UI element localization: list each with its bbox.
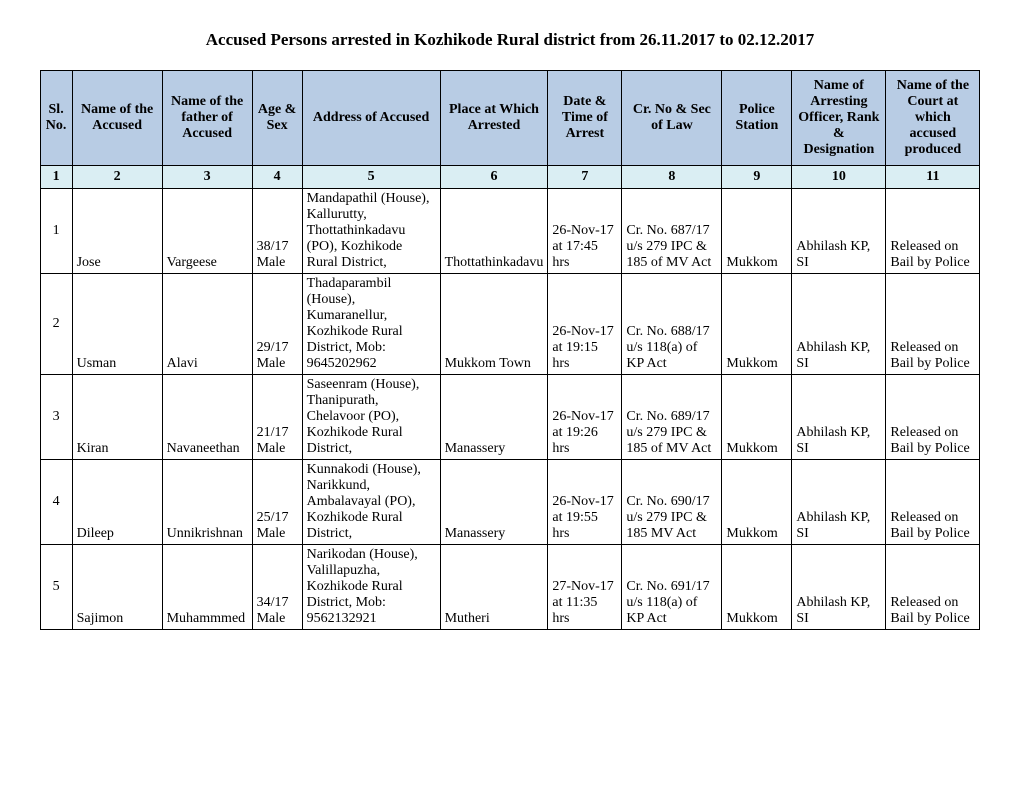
cell-officer: Abhilash KP, SI bbox=[792, 460, 886, 545]
col-num-2: 2 bbox=[72, 166, 162, 189]
cell-name: Sajimon bbox=[72, 545, 162, 630]
cell-name: Kiran bbox=[72, 375, 162, 460]
cell-address: Mandapathil (House), Kallurutty, Thottat… bbox=[302, 189, 440, 274]
cell-sl: 3 bbox=[40, 375, 72, 460]
col-header-crno: Cr. No & Sec of Law bbox=[622, 71, 722, 166]
cell-age: 38/17 Male bbox=[252, 189, 302, 274]
cell-datetime: 27-Nov-17 at 11:35 hrs bbox=[548, 545, 622, 630]
table-header-row: Sl. No. Name of the Accused Name of the … bbox=[40, 71, 980, 166]
table-body: 1JoseVargeese38/17 MaleMandapathil (Hous… bbox=[40, 189, 980, 630]
cell-age: 25/17 Male bbox=[252, 460, 302, 545]
cell-court: Released on Bail by Police bbox=[886, 274, 980, 375]
cell-datetime: 26-Nov-17 at 19:26 hrs bbox=[548, 375, 622, 460]
cell-court: Released on Bail by Police bbox=[886, 189, 980, 274]
table-number-row: 1 2 3 4 5 6 7 8 9 10 11 bbox=[40, 166, 980, 189]
cell-station: Mukkom bbox=[722, 375, 792, 460]
cell-father: Unnikrishnan bbox=[162, 460, 252, 545]
cell-station: Mukkom bbox=[722, 189, 792, 274]
col-num-4: 4 bbox=[252, 166, 302, 189]
cell-officer: Abhilash KP, SI bbox=[792, 274, 886, 375]
cell-court: Released on Bail by Police bbox=[886, 460, 980, 545]
cell-officer: Abhilash KP, SI bbox=[792, 189, 886, 274]
cell-court: Released on Bail by Police bbox=[886, 545, 980, 630]
cell-datetime: 26-Nov-17 at 19:55 hrs bbox=[548, 460, 622, 545]
cell-father: Alavi bbox=[162, 274, 252, 375]
col-num-8: 8 bbox=[622, 166, 722, 189]
cell-place: Mutheri bbox=[440, 545, 548, 630]
table-row: 5SajimonMuhammmed34/17 MaleNarikodan (Ho… bbox=[40, 545, 980, 630]
cell-crno: Cr. No. 690/17 u/s 279 IPC & 185 MV Act bbox=[622, 460, 722, 545]
col-num-10: 10 bbox=[792, 166, 886, 189]
cell-father: Muhammmed bbox=[162, 545, 252, 630]
cell-sl: 2 bbox=[40, 274, 72, 375]
cell-name: Dileep bbox=[72, 460, 162, 545]
cell-address: Thadaparambil (House), Kumaranellur, Koz… bbox=[302, 274, 440, 375]
cell-age: 21/17 Male bbox=[252, 375, 302, 460]
cell-name: Usman bbox=[72, 274, 162, 375]
cell-sl: 5 bbox=[40, 545, 72, 630]
table-row: 3KiranNavaneethan21/17 MaleSaseenram (Ho… bbox=[40, 375, 980, 460]
col-num-9: 9 bbox=[722, 166, 792, 189]
col-header-officer: Name of Arresting Officer, Rank & Design… bbox=[792, 71, 886, 166]
cell-datetime: 26-Nov-17 at 17:45 hrs bbox=[548, 189, 622, 274]
cell-father: Navaneethan bbox=[162, 375, 252, 460]
col-header-name: Name of the Accused bbox=[72, 71, 162, 166]
col-num-6: 6 bbox=[440, 166, 548, 189]
col-header-father: Name of the father of Accused bbox=[162, 71, 252, 166]
cell-crno: Cr. No. 688/17 u/s 118(a) of KP Act bbox=[622, 274, 722, 375]
col-header-slno: Sl. No. bbox=[40, 71, 72, 166]
cell-place: Mukkom Town bbox=[440, 274, 548, 375]
table-row: 4DileepUnnikrishnan25/17 MaleKunnakodi (… bbox=[40, 460, 980, 545]
cell-officer: Abhilash KP, SI bbox=[792, 375, 886, 460]
cell-sl: 1 bbox=[40, 189, 72, 274]
col-num-3: 3 bbox=[162, 166, 252, 189]
col-header-address: Address of Accused bbox=[302, 71, 440, 166]
col-header-court: Name of the Court at which accused produ… bbox=[886, 71, 980, 166]
cell-station: Mukkom bbox=[722, 545, 792, 630]
cell-address: Kunnakodi (House), Narikkund, Ambalavaya… bbox=[302, 460, 440, 545]
cell-crno: Cr. No. 689/17 u/s 279 IPC & 185 of MV A… bbox=[622, 375, 722, 460]
cell-station: Mukkom bbox=[722, 274, 792, 375]
cell-crno: Cr. No. 687/17 u/s 279 IPC & 185 of MV A… bbox=[622, 189, 722, 274]
cell-address: Narikodan (House), Valillapuzha, Kozhiko… bbox=[302, 545, 440, 630]
table-row: 1JoseVargeese38/17 MaleMandapathil (Hous… bbox=[40, 189, 980, 274]
col-header-place: Place at Which Arrested bbox=[440, 71, 548, 166]
cell-age: 34/17 Male bbox=[252, 545, 302, 630]
cell-address: Saseenram (House), Thanipurath, Chelavoo… bbox=[302, 375, 440, 460]
arrest-table: Sl. No. Name of the Accused Name of the … bbox=[40, 70, 981, 630]
col-num-11: 11 bbox=[886, 166, 980, 189]
cell-name: Jose bbox=[72, 189, 162, 274]
col-num-7: 7 bbox=[548, 166, 622, 189]
cell-sl: 4 bbox=[40, 460, 72, 545]
col-num-5: 5 bbox=[302, 166, 440, 189]
cell-place: Manassery bbox=[440, 460, 548, 545]
cell-father: Vargeese bbox=[162, 189, 252, 274]
col-header-age: Age & Sex bbox=[252, 71, 302, 166]
col-num-1: 1 bbox=[40, 166, 72, 189]
cell-place: Thottathinkadavu bbox=[440, 189, 548, 274]
page-title: Accused Persons arrested in Kozhikode Ru… bbox=[20, 30, 1000, 50]
cell-age: 29/17 Male bbox=[252, 274, 302, 375]
cell-crno: Cr. No. 691/17 u/s 118(a) of KP Act bbox=[622, 545, 722, 630]
cell-datetime: 26-Nov-17 at 19:15 hrs bbox=[548, 274, 622, 375]
col-header-station: Police Station bbox=[722, 71, 792, 166]
table-row: 2UsmanAlavi29/17 MaleThadaparambil (Hous… bbox=[40, 274, 980, 375]
col-header-datetime: Date & Time of Arrest bbox=[548, 71, 622, 166]
cell-place: Manassery bbox=[440, 375, 548, 460]
cell-station: Mukkom bbox=[722, 460, 792, 545]
cell-court: Released on Bail by Police bbox=[886, 375, 980, 460]
cell-officer: Abhilash KP, SI bbox=[792, 545, 886, 630]
